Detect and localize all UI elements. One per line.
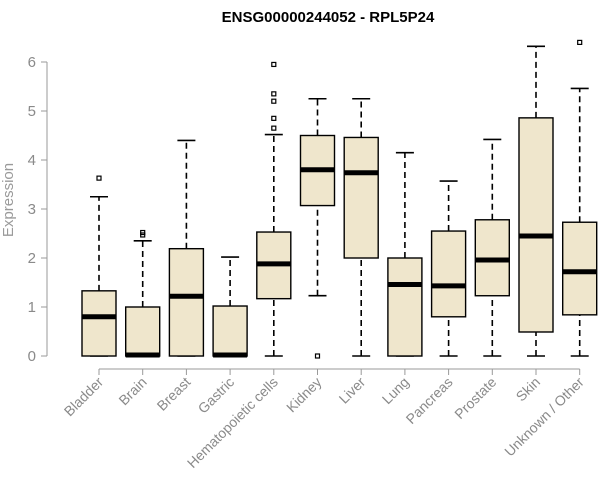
iqr-box (168, 247, 205, 357)
iqr-box (562, 221, 598, 316)
iqr-box (343, 136, 379, 259)
y-axis: 0 1 2 3 4 5 6 (28, 54, 48, 365)
y-tick-label: 3 (28, 201, 36, 218)
outlier-point (314, 353, 321, 359)
box-brain (124, 229, 161, 358)
box-liver (343, 97, 379, 357)
chart-title: ENSG00000244052 - RPL5P24 (222, 9, 435, 26)
box-skin (518, 45, 554, 357)
x-tick-label-unknown-other: Unknown / Other (501, 374, 587, 460)
box-breast (168, 139, 205, 357)
box-kidney (299, 97, 336, 359)
y-tick-label: 4 (28, 152, 36, 169)
iqr-box (430, 230, 467, 318)
box-bladder (81, 175, 117, 357)
iqr-box (81, 290, 117, 357)
iqr-box (124, 306, 161, 357)
outlier-point (140, 229, 146, 236)
y-tick-label: 0 (28, 348, 36, 365)
iqr-box (387, 257, 423, 357)
outlier-point (271, 98, 277, 104)
outlier-point (271, 91, 277, 97)
y-tick-label: 5 (28, 103, 36, 120)
outlier-point (577, 39, 583, 46)
outlier-point (271, 115, 277, 121)
iqr-box (212, 305, 248, 357)
x-tick-label-gastric: Gastric (195, 374, 238, 417)
y-tick-label: 6 (28, 54, 36, 71)
box-gastric (212, 256, 248, 358)
x-tick-label-skin: Skin (513, 374, 544, 405)
x-tick-label-lung: Lung (379, 374, 412, 407)
box-series (81, 39, 598, 359)
x-tick-label-breast: Breast (154, 374, 194, 414)
y-tick-label: 1 (28, 299, 36, 316)
box-hematopoietic-cells (256, 61, 292, 357)
box-pancreas (430, 180, 467, 357)
x-tick-label-bladder: Bladder (61, 374, 107, 420)
x-tick-label-brain: Brain (115, 374, 149, 408)
y-axis-label: Expression (0, 163, 17, 237)
iqr-box (518, 117, 554, 333)
x-tick-label-liver: Liver (336, 374, 369, 407)
x-tick-label-kidney: Kidney (283, 374, 325, 416)
x-tick-label-prostate: Prostate (451, 374, 499, 422)
outlier-point (271, 61, 277, 68)
box-prostate (474, 138, 510, 357)
outlier-point (96, 175, 102, 181)
box-unknown-other (562, 39, 598, 357)
y-tick-label: 2 (28, 250, 36, 267)
x-tick-label-pancreas: Pancreas (403, 374, 456, 427)
outlier-point (271, 125, 277, 131)
box-lung (387, 151, 423, 357)
